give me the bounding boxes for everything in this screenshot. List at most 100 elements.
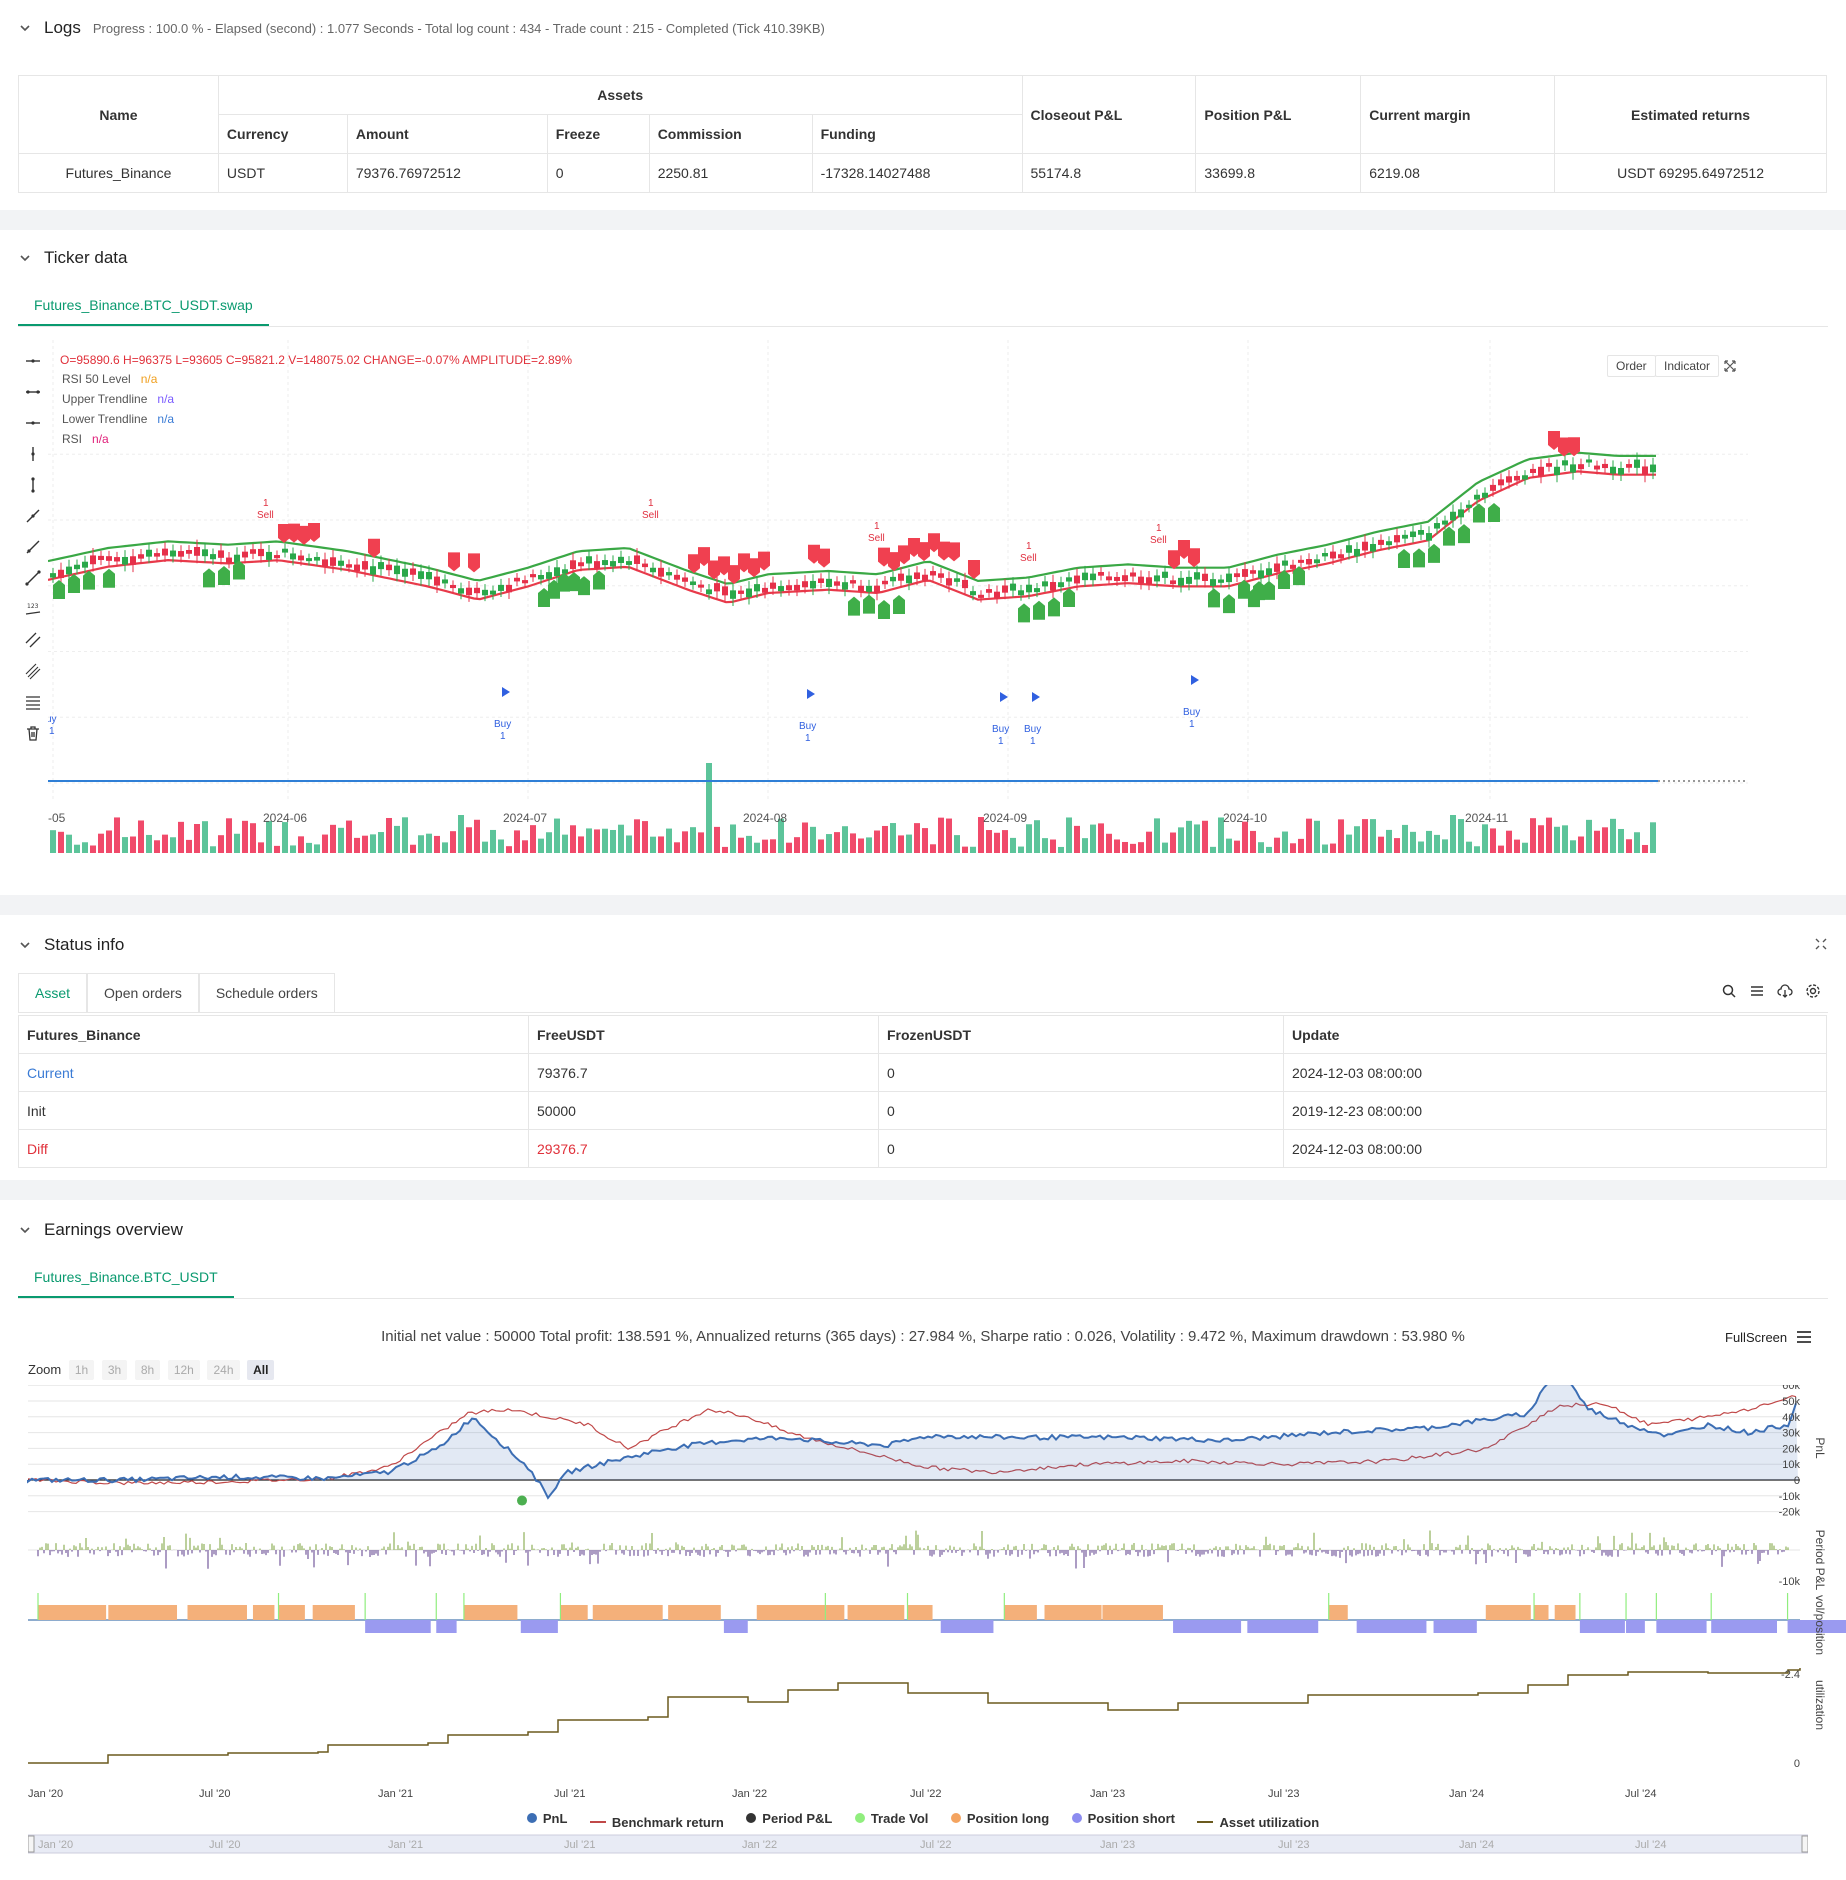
vertical-segment-icon[interactable] bbox=[24, 445, 42, 463]
candlestick-chart[interactable]: 1Sell1Sell1Sell1Sell1SellBuy1Buy1Buy1Buy… bbox=[48, 340, 1758, 865]
zoom-all[interactable]: All bbox=[247, 1360, 275, 1380]
ticker-header[interactable]: Ticker data bbox=[18, 248, 127, 268]
candle-body bbox=[698, 584, 704, 588]
trend-line-icon[interactable] bbox=[24, 507, 42, 525]
zoom-24h[interactable]: 24h bbox=[207, 1360, 240, 1380]
navigator-handle-left[interactable] bbox=[28, 1835, 35, 1853]
volume-bar bbox=[1522, 842, 1528, 853]
order-button[interactable]: Order bbox=[1607, 355, 1656, 377]
legend-trade-vol[interactable]: Trade Vol bbox=[854, 1811, 928, 1826]
position-long-block bbox=[1485, 1605, 1531, 1620]
candle-body bbox=[266, 551, 272, 560]
trash-icon[interactable] bbox=[24, 724, 42, 742]
cell-amount: 79376.76972512 bbox=[346, 153, 548, 193]
horizontal-ray-icon[interactable] bbox=[24, 383, 42, 401]
volume-bar bbox=[986, 830, 992, 853]
legend-benchmark[interactable]: Benchmark return bbox=[589, 1815, 724, 1830]
candle-body bbox=[690, 581, 696, 586]
legend-position-short[interactable]: Position short bbox=[1071, 1811, 1175, 1826]
zoom-1h[interactable]: 1h bbox=[68, 1360, 95, 1380]
candle-body bbox=[882, 580, 888, 585]
volume-bar bbox=[218, 835, 224, 853]
zoom-12h[interactable]: 12h bbox=[167, 1360, 200, 1380]
legend-pnl[interactable]: PnL bbox=[526, 1811, 567, 1826]
long-marker bbox=[1223, 594, 1235, 614]
range-navigator[interactable]: Jan '20 Jul '20 Jan '21 Jul '21 Jan '22 Jul '… bbox=[28, 1834, 1808, 1854]
tab-open-orders[interactable]: Open orders bbox=[87, 973, 199, 1012]
volume-bar bbox=[482, 841, 488, 853]
parallel-channel-icon[interactable] bbox=[24, 631, 42, 649]
fullscreen-button[interactable]: FullScreen bbox=[1725, 1330, 1788, 1345]
volume-bar bbox=[1178, 827, 1184, 853]
volume-bar bbox=[258, 842, 264, 853]
tab-btc-usdt[interactable]: Futures_Binance.BTC_USDT bbox=[18, 1258, 234, 1298]
volume-bar bbox=[538, 838, 544, 853]
menu-icon[interactable] bbox=[1796, 1330, 1812, 1344]
tab-btc-usdt-swap[interactable]: Futures_Binance.BTC_USDT.swap bbox=[18, 286, 269, 326]
ray-icon[interactable] bbox=[24, 538, 42, 556]
expand-icon[interactable] bbox=[1722, 358, 1738, 374]
navigator-track bbox=[28, 1834, 1808, 1854]
candle-body bbox=[1338, 554, 1344, 559]
fib-retracement-icon[interactable] bbox=[24, 693, 42, 711]
candle-body bbox=[1490, 484, 1496, 491]
candle-body bbox=[1362, 541, 1368, 551]
zoom-bar: Zoom 1h 3h 8h 12h 24h All bbox=[28, 1360, 275, 1380]
candle-body bbox=[1498, 479, 1504, 486]
col-returns: Estimated returns bbox=[1554, 75, 1827, 154]
volume-bar bbox=[762, 839, 768, 853]
legend-asset-util[interactable]: Asset utilization bbox=[1197, 1815, 1319, 1830]
candle-body bbox=[1010, 583, 1016, 591]
row-current-label[interactable]: Current bbox=[18, 1053, 529, 1092]
indicator-button[interactable]: Indicator bbox=[1655, 355, 1720, 377]
candle-body bbox=[1418, 529, 1424, 535]
candle-body bbox=[74, 564, 80, 570]
candle-body bbox=[802, 581, 808, 588]
earnings-header[interactable]: Earnings overview bbox=[18, 1220, 183, 1240]
buy-label-count: 1 bbox=[1189, 719, 1195, 730]
navigator-handle-right[interactable] bbox=[1801, 1835, 1808, 1853]
status-header[interactable]: Status info bbox=[18, 935, 124, 955]
candle-body bbox=[1050, 582, 1056, 591]
zoom-3h[interactable]: 3h bbox=[101, 1360, 128, 1380]
candle-body bbox=[722, 586, 728, 596]
segment-icon[interactable] bbox=[24, 569, 42, 587]
pnl-tick-label: -10k bbox=[1779, 1491, 1801, 1503]
cloud-download-icon[interactable] bbox=[1777, 983, 1793, 999]
collapse-icon[interactable] bbox=[1814, 937, 1828, 951]
candle-body bbox=[554, 567, 560, 576]
candle-body bbox=[530, 574, 536, 578]
sell-label: Sell bbox=[1150, 535, 1167, 546]
buy-label-count: 1 bbox=[1030, 736, 1036, 747]
zoom-8h[interactable]: 8h bbox=[134, 1360, 161, 1380]
price-label-icon[interactable]: 123 bbox=[24, 600, 42, 618]
pitchfork-icon[interactable] bbox=[24, 662, 42, 680]
long-marker bbox=[1263, 580, 1275, 600]
extended-line-icon[interactable] bbox=[24, 414, 42, 432]
buy-label: Buy bbox=[1024, 724, 1041, 735]
x-tick-label: Jan '24 bbox=[1449, 1788, 1484, 1800]
earnings-chart[interactable]: 70k60k50k40k30k20k10k0-10k-20kPnLPeriod … bbox=[0, 1385, 1846, 1805]
tab-schedule-orders[interactable]: Schedule orders bbox=[198, 973, 335, 1012]
search-icon[interactable] bbox=[1721, 983, 1737, 999]
volume-bar bbox=[554, 818, 560, 853]
menu-icon[interactable] bbox=[1749, 983, 1765, 999]
navigator-tick-label: Jan '23 bbox=[1100, 1839, 1135, 1851]
legend-period[interactable]: Period P&L bbox=[746, 1811, 832, 1826]
axis-title: vol/position bbox=[1813, 1595, 1827, 1655]
horizontal-line-icon[interactable] bbox=[24, 352, 42, 370]
tab-asset[interactable]: Asset bbox=[18, 973, 88, 1012]
position-long-block bbox=[1534, 1605, 1549, 1620]
navigator-tick-label: Jul '24 bbox=[1635, 1839, 1666, 1851]
position-long-block bbox=[1102, 1605, 1163, 1620]
volume-bar bbox=[186, 839, 192, 853]
legend-position-long[interactable]: Position long bbox=[950, 1811, 1049, 1826]
position-long-block bbox=[847, 1605, 905, 1620]
legend-period-swatch bbox=[746, 1813, 757, 1823]
volume-bar bbox=[90, 845, 96, 853]
gear-icon[interactable] bbox=[1805, 983, 1821, 999]
chevron-down-icon bbox=[20, 25, 30, 32]
logs-header[interactable]: Logs Progress : 100.0 % - Elapsed (secon… bbox=[18, 18, 825, 38]
vertical-line-icon[interactable] bbox=[24, 476, 42, 494]
short-marker bbox=[368, 538, 380, 558]
